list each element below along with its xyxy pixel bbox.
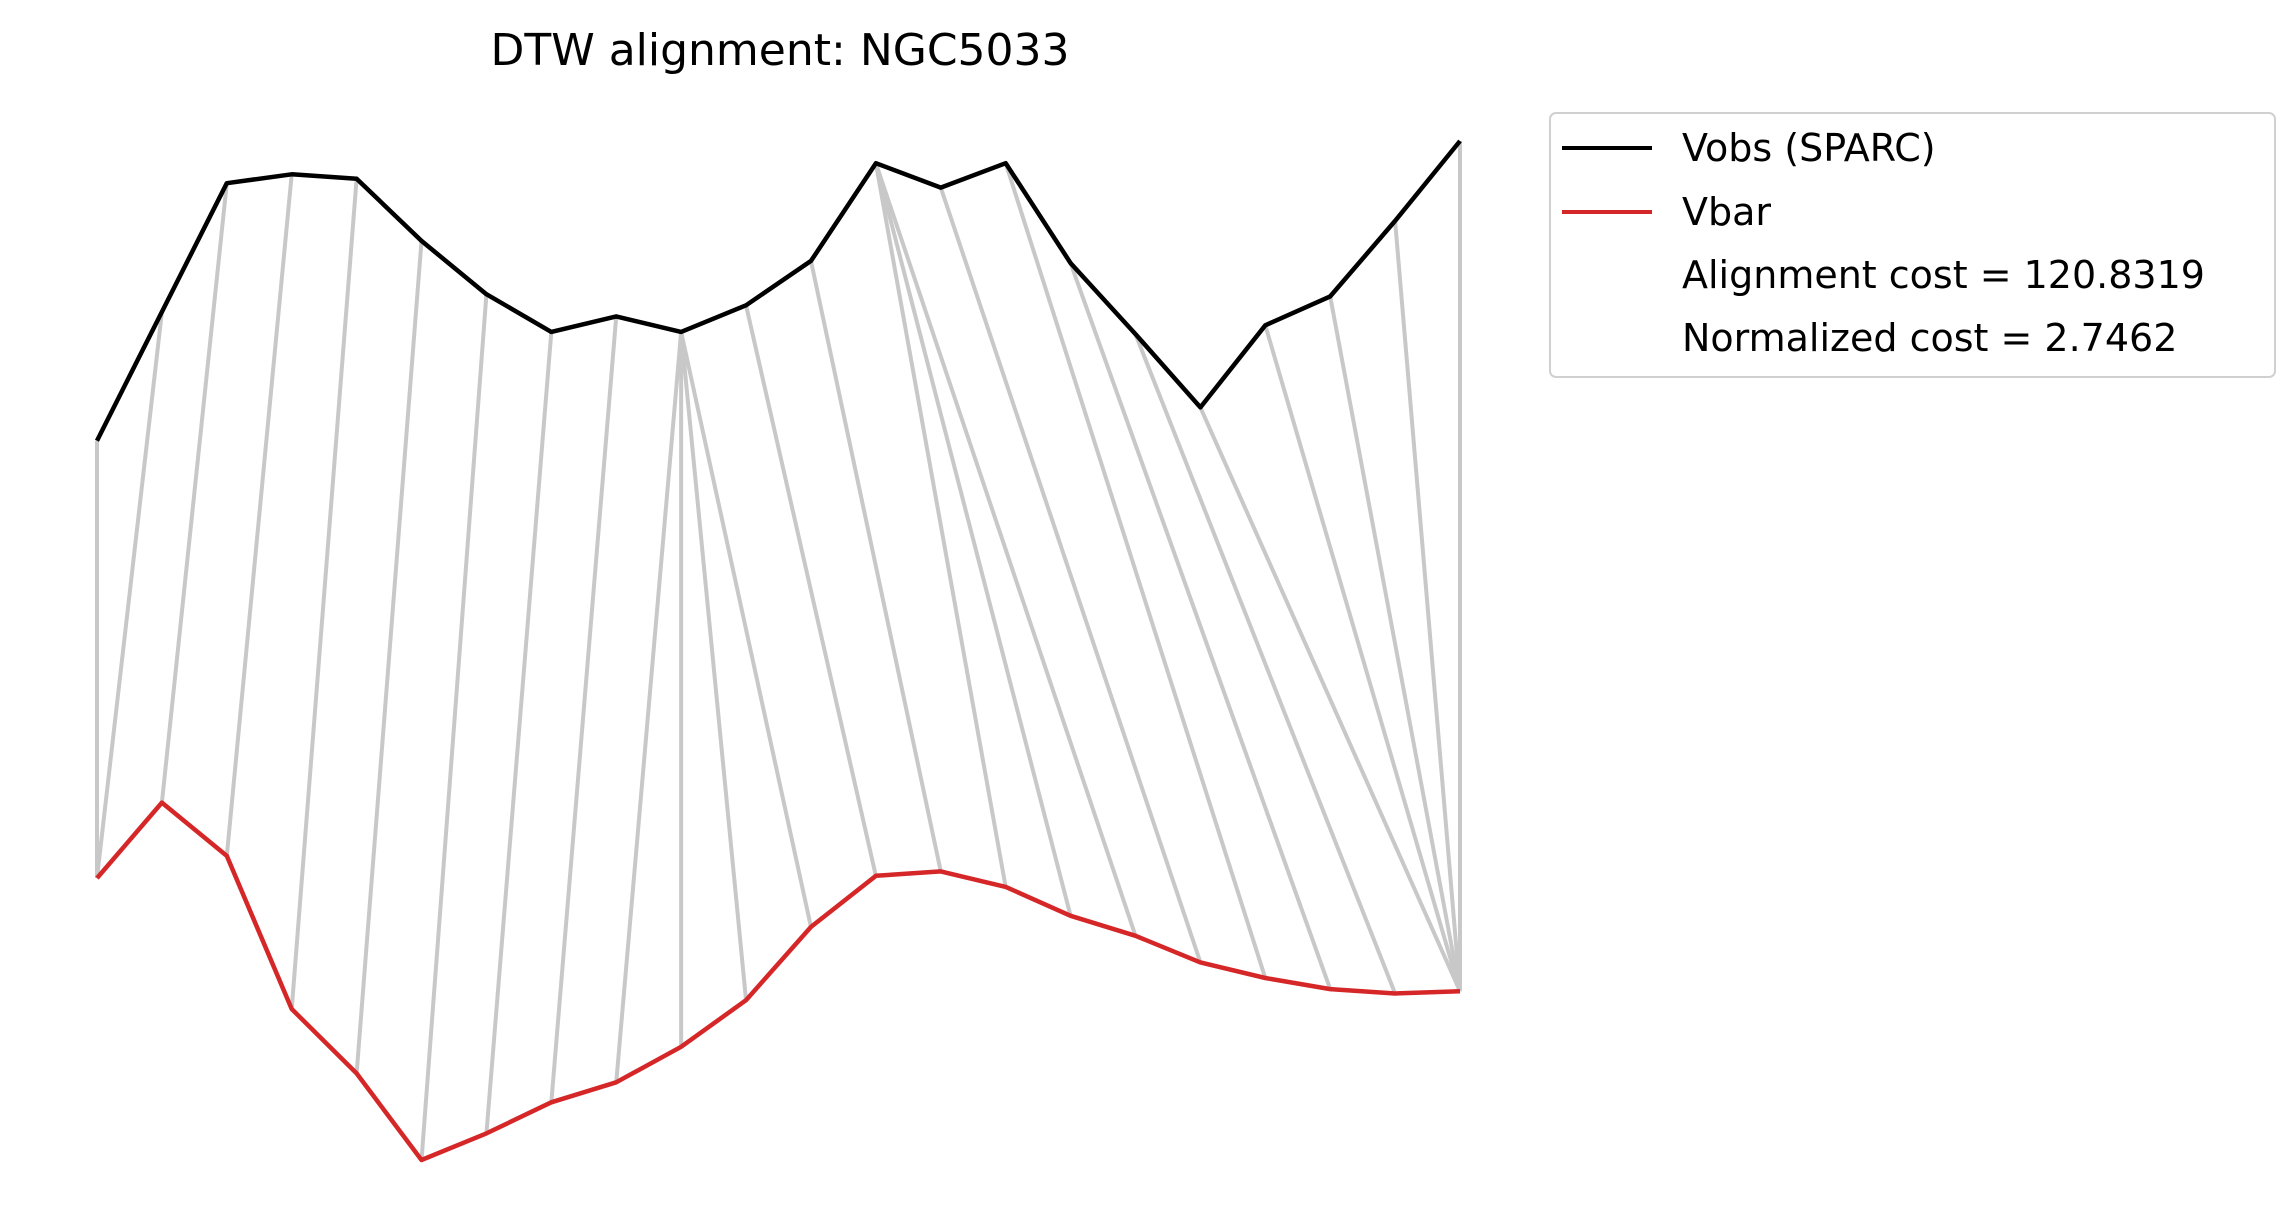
legend-label-normalized-cost: Normalized cost = 2.7462 <box>1682 316 2177 360</box>
alignment-link-12 <box>679 331 813 928</box>
legend-frame <box>1549 112 2276 378</box>
alignment-link-6 <box>419 294 489 1161</box>
alignment-link-18 <box>938 186 1203 964</box>
legend-label-vobs: Vobs (SPARC) <box>1682 126 1936 170</box>
alignment-link-20 <box>1068 262 1333 990</box>
alignment-link-24 <box>1328 296 1462 992</box>
alignment-link-3 <box>224 174 294 857</box>
alignment-link-7 <box>484 331 554 1134</box>
alignment-link-9 <box>614 331 684 1083</box>
alignment-link-17 <box>873 162 1138 937</box>
alignment-link-21 <box>1133 333 1397 995</box>
alignment-link-11 <box>679 331 749 1001</box>
series-lines <box>94 139 1462 1163</box>
alignment-link-14 <box>808 260 943 872</box>
alignment-link-13 <box>744 304 878 877</box>
alignment-link-1 <box>95 311 164 879</box>
alignment-link-25 <box>1393 220 1462 992</box>
alignment-link-5 <box>354 240 424 1074</box>
legend-label-alignment-cost: Alignment cost = 120.8319 <box>1682 253 2205 297</box>
series-line-vbar <box>95 800 1461 1163</box>
alignment-link-16 <box>873 162 1073 917</box>
alignment-link-19 <box>1003 162 1268 979</box>
alignment-link-8 <box>549 316 619 1103</box>
alignment-link-2 <box>159 182 229 803</box>
chart-title: DTW alignment: NGC5033 <box>490 25 1069 76</box>
alignment-link-4 <box>289 178 359 1010</box>
alignment-link-22 <box>1198 406 1462 993</box>
alignment-link-15 <box>873 162 1008 888</box>
alignment-links <box>95 141 1462 1161</box>
series-line-vobs-sparc <box>94 139 1462 442</box>
legend-label-vbar: Vbar <box>1682 190 1771 234</box>
alignment-link-23 <box>1263 324 1462 992</box>
legend: Vobs (SPARC) Vbar Alignment cost = 120.8… <box>1549 112 2276 378</box>
